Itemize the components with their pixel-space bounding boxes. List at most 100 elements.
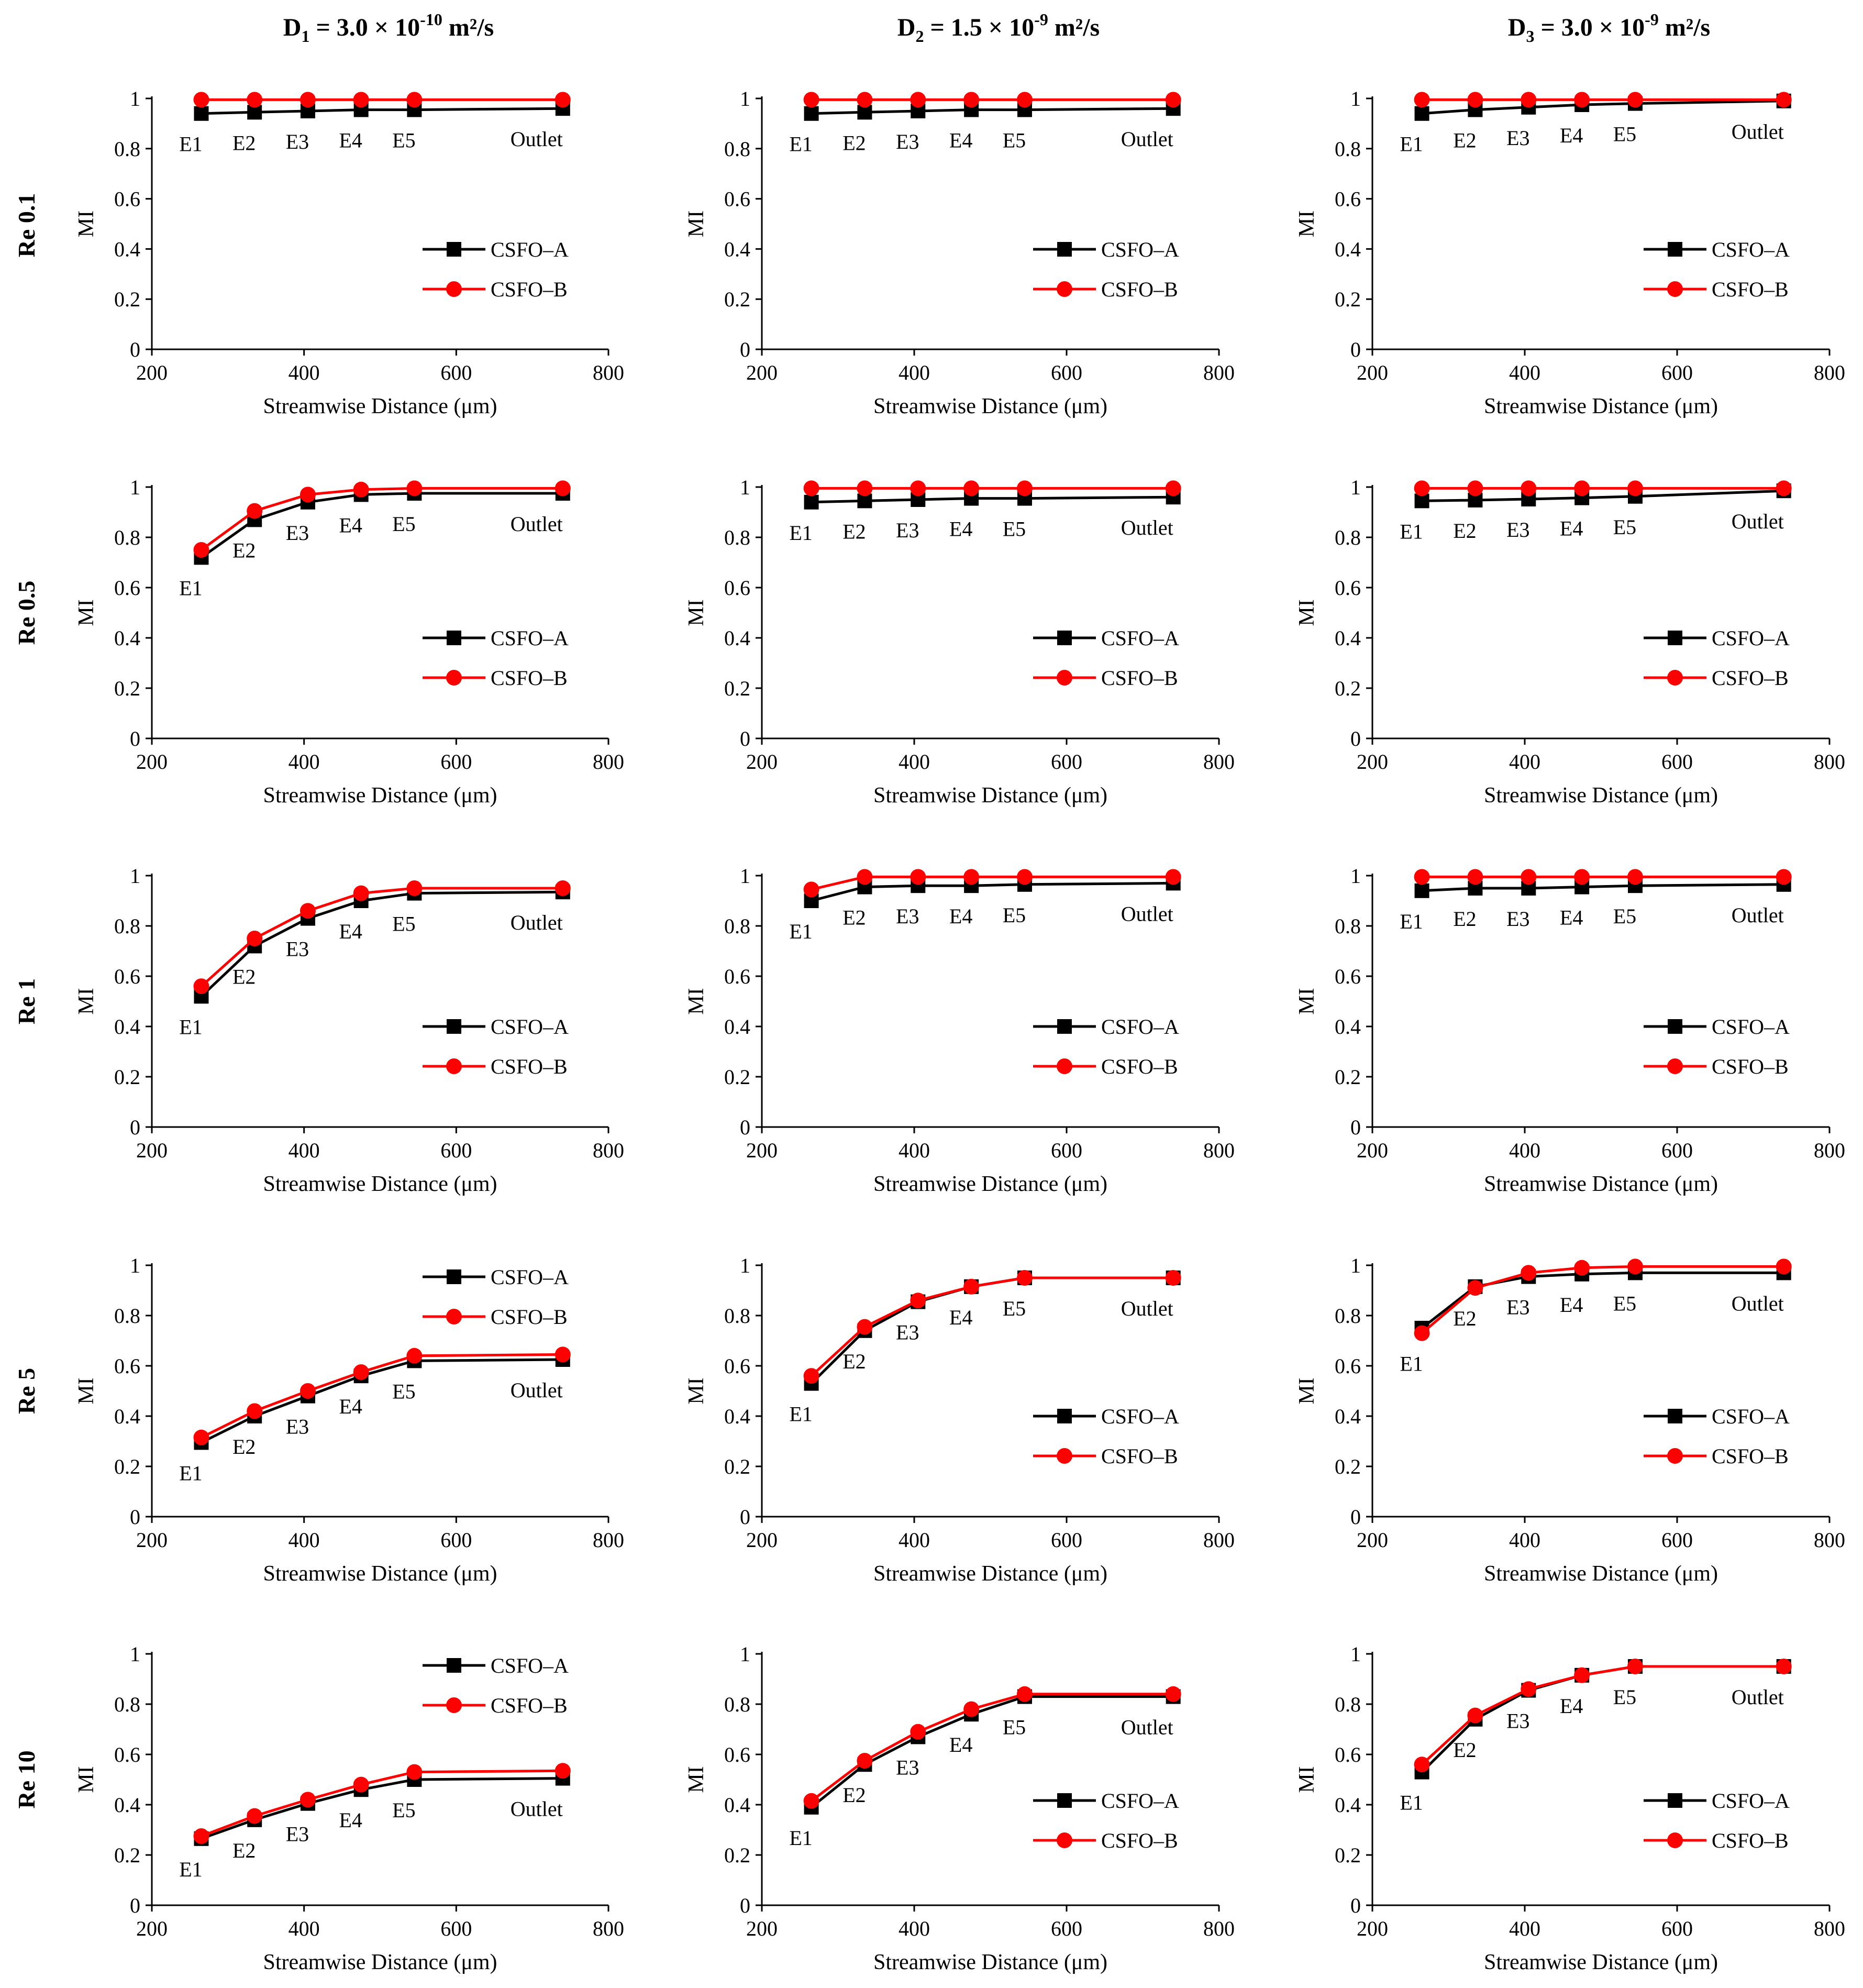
legend-csfo-a-marker <box>447 1269 461 1284</box>
point-label-e5: E5 <box>1003 517 1026 541</box>
legend-csfo-b-marker <box>446 670 462 686</box>
series-csfo-b-marker <box>406 1764 423 1780</box>
y-tick-label: 0.6 <box>114 1354 140 1378</box>
legend-csfo-b-marker <box>1667 670 1683 686</box>
x-tick-label: 800 <box>1203 1917 1235 1940</box>
x-tick-label: 200 <box>746 1917 778 1940</box>
legend-csfo-a-label: CSFO–A <box>491 1015 569 1039</box>
x-tick-label: 400 <box>289 1139 320 1162</box>
series-csfo-b-marker <box>406 1348 423 1364</box>
point-label-e5: E5 <box>1613 904 1636 928</box>
legend-csfo-b-label: CSFO–B <box>1101 1829 1178 1852</box>
series-csfo-b-marker <box>555 880 571 896</box>
series-csfo-b-marker <box>910 480 926 496</box>
legend-csfo-b-marker <box>1057 670 1072 686</box>
series-csfo-b-marker <box>247 503 263 519</box>
legend-csfo-a-marker <box>447 1019 461 1034</box>
legend-csfo-a-marker <box>1668 1019 1682 1034</box>
legend-csfo-a-marker <box>1668 242 1682 257</box>
x-tick-label: 600 <box>1051 361 1082 384</box>
series-csfo-a-line <box>1422 489 1784 502</box>
y-axis-label: MI <box>684 988 708 1014</box>
point-label-e5: E5 <box>392 912 415 936</box>
point-label-e2: E2 <box>842 1350 866 1373</box>
point-label-e4: E4 <box>1560 517 1583 540</box>
y-tick-label: 0 <box>130 1894 140 1917</box>
row-label-4: Re 5 <box>13 1368 40 1414</box>
series-csfo-b-marker <box>857 92 873 108</box>
series-csfo-b-marker <box>193 1429 209 1445</box>
legend-csfo-b-marker <box>1057 1058 1072 1074</box>
x-tick-label: 800 <box>593 1917 624 1940</box>
series-csfo-a-line <box>1422 100 1784 115</box>
y-tick-label: 1 <box>130 1254 140 1277</box>
series-csfo-a-marker <box>194 106 209 121</box>
point-label-e2: E2 <box>1453 907 1476 931</box>
legend-csfo-b-label: CSFO–B <box>1101 1055 1178 1078</box>
y-axis-label: MI <box>1295 599 1319 626</box>
y-tick-label: 0.4 <box>1335 237 1361 261</box>
series-csfo-a-marker <box>804 494 819 510</box>
y-tick-label: 0 <box>130 1116 140 1139</box>
y-tick-label: 0.6 <box>1335 965 1361 988</box>
point-label-e3: E3 <box>896 130 919 153</box>
series-csfo-b-marker <box>803 1368 819 1384</box>
y-tick-label: 0.4 <box>1335 626 1361 650</box>
point-label-e3: E3 <box>896 518 919 542</box>
series-csfo-a-marker <box>1414 106 1429 121</box>
x-tick-label: 200 <box>746 750 778 774</box>
x-tick-label: 200 <box>746 361 778 384</box>
series-csfo-b-marker <box>857 480 873 496</box>
series-csfo-b-marker <box>555 1346 571 1363</box>
y-tick-label: 0.2 <box>1335 1065 1361 1089</box>
series-csfo-b-marker <box>803 881 819 898</box>
x-tick-label: 200 <box>136 750 168 774</box>
y-tick-label: 1 <box>1350 1254 1361 1277</box>
series-csfo-b-marker <box>300 1383 316 1399</box>
point-label-e3: E3 <box>286 130 309 153</box>
column-header-3: D3 = 3.0 × 10-9 m²/s <box>1508 10 1710 46</box>
x-tick-label: 400 <box>899 750 930 774</box>
point-label-e5: E5 <box>1003 1716 1026 1739</box>
series-csfo-b-marker <box>963 92 980 108</box>
series-csfo-b-marker <box>1574 1667 1590 1683</box>
series-csfo-b-marker <box>247 931 263 946</box>
y-tick-label: 0.4 <box>724 1793 750 1817</box>
x-tick-label: 800 <box>1814 750 1845 774</box>
y-tick-label: 1 <box>130 87 140 111</box>
y-tick-label: 0.4 <box>1335 1015 1361 1039</box>
x-tick-label: 600 <box>440 361 472 384</box>
series-csfo-b-marker <box>406 480 423 496</box>
point-label-e2: E2 <box>232 965 256 988</box>
series-csfo-b-marker <box>1776 92 1792 108</box>
y-tick-label: 0.4 <box>724 237 750 261</box>
point-label-e4: E4 <box>339 920 362 943</box>
y-tick-label: 0.6 <box>114 187 140 211</box>
point-label-e1: E1 <box>789 1826 812 1850</box>
x-axis-label: Streamwise Distance (μm) <box>873 1950 1107 1974</box>
point-label-e3: E3 <box>1506 126 1529 150</box>
series-csfo-b-marker <box>963 1278 980 1295</box>
y-tick-label: 0.6 <box>724 1743 750 1766</box>
point-label-outlet: Outlet <box>1121 1297 1173 1320</box>
x-axis-label: Streamwise Distance (μm) <box>873 394 1107 418</box>
series-csfo-b-marker <box>963 869 980 885</box>
legend-csfo-b-label: CSFO–B <box>1712 666 1789 690</box>
y-axis-label: MI <box>1295 1377 1319 1404</box>
chart-panel-7: 0 0.2 0.4 0.6 0.8 1 200 400 600 800 Streamwise Dis… <box>74 864 624 1196</box>
y-tick-label: 0.6 <box>114 1743 140 1766</box>
point-label-e2: E2 <box>232 538 256 562</box>
series-csfo-b-marker <box>1776 869 1792 885</box>
y-tick-label: 0.2 <box>1335 1843 1361 1867</box>
legend-csfo-b-marker <box>1667 1058 1683 1074</box>
series-csfo-b-marker <box>193 92 209 108</box>
y-tick-label: 0.4 <box>114 1793 140 1817</box>
y-axis-label: MI <box>1295 1766 1319 1793</box>
y-tick-label: 0.6 <box>724 576 750 600</box>
x-tick-label: 600 <box>1051 1528 1082 1552</box>
series-csfo-b-marker <box>1016 1270 1033 1286</box>
x-tick-label: 200 <box>1357 750 1388 774</box>
series-csfo-b-marker <box>803 1793 819 1809</box>
x-tick-label: 800 <box>1814 1528 1845 1552</box>
x-axis-label: Streamwise Distance (μm) <box>1484 1172 1718 1196</box>
